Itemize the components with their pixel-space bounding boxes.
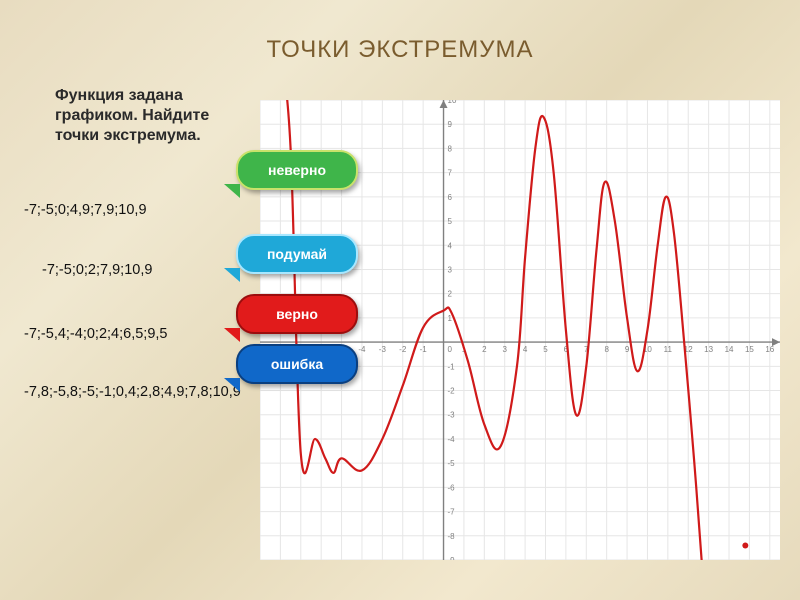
svg-text:-1: -1 — [420, 345, 428, 354]
svg-text:5: 5 — [543, 345, 548, 354]
svg-text:-6: -6 — [448, 483, 456, 492]
answer-option-1[interactable]: -7;-5;0;4,9;7,9;10,9 — [24, 202, 147, 219]
svg-text:4: 4 — [448, 241, 453, 250]
bubble-label: неверно — [268, 162, 326, 178]
svg-text:15: 15 — [745, 345, 754, 354]
svg-text:8: 8 — [448, 144, 453, 153]
svg-text:16: 16 — [765, 345, 774, 354]
feedback-bubble-error[interactable]: ошибка — [236, 344, 358, 384]
svg-text:11: 11 — [664, 345, 673, 354]
feedback-bubble-correct[interactable]: верно — [236, 294, 358, 334]
svg-text:-9: -9 — [448, 556, 456, 560]
svg-text:-8: -8 — [448, 532, 456, 541]
svg-text:-4: -4 — [448, 435, 456, 444]
svg-text:7: 7 — [448, 169, 453, 178]
bubble-label: подумай — [267, 246, 327, 262]
svg-text:2: 2 — [482, 345, 487, 354]
slide-title: ТОЧКИ ЭКСТРЕМУМА — [0, 36, 800, 64]
question-text: Функция задана графиком. Найдите точки э… — [55, 86, 255, 146]
answer-option-4[interactable]: -7,8;-5,8;-5;-1;0,4;2,8;4,9;7,8;10,9 — [24, 384, 241, 401]
bubble-label: верно — [276, 306, 318, 322]
svg-text:-3: -3 — [448, 411, 456, 420]
slide: { "title": "ТОЧКИ ЭКСТРЕМУМА", "prompt":… — [0, 0, 800, 600]
svg-text:5: 5 — [448, 217, 453, 226]
bubble-label: ошибка — [271, 356, 323, 372]
svg-text:-5: -5 — [448, 459, 456, 468]
svg-text:2: 2 — [448, 290, 453, 299]
svg-text:4: 4 — [523, 345, 528, 354]
svg-text:-1: -1 — [448, 362, 456, 371]
svg-text:-2: -2 — [448, 387, 456, 396]
svg-text:-3: -3 — [379, 345, 387, 354]
feedback-bubble-wrong[interactable]: неверно — [236, 150, 358, 190]
answer-option-3[interactable]: -7;-5,4;-4;0;2;4;6,5;9,5 — [24, 326, 167, 343]
svg-text:10: 10 — [448, 100, 457, 105]
svg-text:-4: -4 — [358, 345, 366, 354]
bubble-tail-icon — [224, 184, 240, 198]
svg-text:-2: -2 — [399, 345, 407, 354]
svg-text:14: 14 — [725, 345, 734, 354]
svg-text:8: 8 — [604, 345, 609, 354]
svg-text:3: 3 — [448, 265, 453, 274]
bubble-tail-icon — [224, 268, 240, 282]
svg-text:13: 13 — [704, 345, 713, 354]
answer-option-2[interactable]: -7;-5;0;2;7,9;10,9 — [42, 262, 152, 279]
feedback-bubble-think[interactable]: подумай — [236, 234, 358, 274]
bubble-tail-icon — [224, 328, 240, 342]
svg-text:9: 9 — [625, 345, 630, 354]
svg-text:6: 6 — [448, 193, 453, 202]
svg-text:3: 3 — [502, 345, 507, 354]
svg-text:9: 9 — [448, 120, 453, 129]
bubble-tail-icon — [224, 378, 240, 392]
svg-text:-7: -7 — [448, 508, 456, 517]
svg-text:0: 0 — [448, 345, 453, 354]
